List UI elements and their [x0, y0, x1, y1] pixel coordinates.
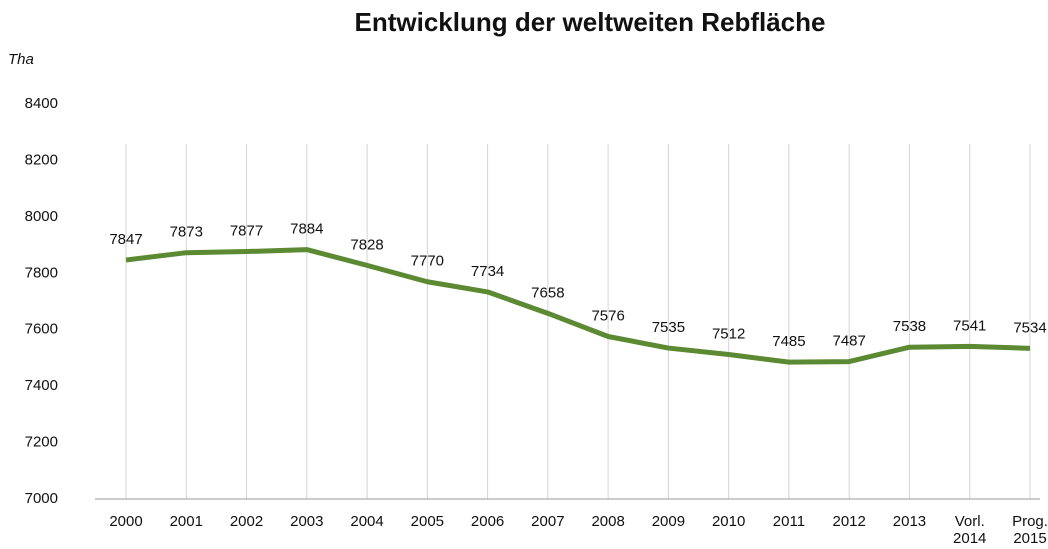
x-tick-label: 2005	[411, 513, 444, 530]
data-label: 7534	[1013, 319, 1046, 336]
y-tick-label: 8400	[25, 95, 58, 112]
y-tick-label: 7400	[25, 377, 58, 394]
x-tick-label-line: 2007	[531, 513, 564, 530]
y-axis-label: Tha	[8, 51, 34, 68]
x-tick-label-line: 2011	[773, 513, 805, 530]
line	[125, 247, 1031, 365]
y-tick-label: 8200	[25, 151, 58, 168]
data-label: 7485	[772, 333, 805, 350]
x-tick-label: 2009	[652, 513, 685, 530]
data-label: 7770	[411, 253, 444, 270]
x-tick-label: 2006	[471, 513, 504, 530]
x-tick-label-line: 2005	[411, 513, 444, 530]
x-tick-label-line: Vorl.	[955, 513, 985, 530]
data-label: 7658	[531, 284, 564, 301]
y-tick-label: 7200	[25, 434, 58, 451]
data-label: 7541	[953, 317, 986, 334]
y-tick-label: 8000	[25, 208, 58, 225]
chart-title: Entwicklung der weltweiten Rebfläche	[355, 7, 826, 37]
x-tick-label: 2003	[290, 513, 323, 530]
x-tick-label: 2002	[230, 513, 263, 530]
x-tick-label: 2012	[833, 513, 866, 530]
data-label: 7487	[833, 333, 866, 350]
x-tick-label-line: 2013	[893, 513, 926, 530]
y-tick-label: 7600	[25, 321, 58, 338]
x-tick-label-line: Prog.	[1012, 513, 1048, 530]
x-tick-label-line: 2000	[109, 513, 142, 530]
x-tick-label: 2004	[350, 513, 383, 530]
data-label: 7847	[109, 231, 142, 248]
x-tick-label-line: 2001	[170, 513, 203, 530]
y-tick-label: 7000	[25, 490, 58, 507]
data-label: 7734	[471, 263, 504, 280]
x-tick-label: 2000	[109, 513, 142, 530]
x-tick-label: Vorl. 2014	[953, 513, 986, 547]
y-tick-label: 7800	[25, 264, 58, 281]
data-label: 7884	[290, 221, 323, 238]
x-tick-label: 2008	[591, 513, 624, 530]
x-tick-label-line: 2010	[712, 513, 745, 530]
x-tick-label-line: 2003	[290, 513, 323, 530]
x-tick-label-line: 2014	[953, 530, 986, 547]
x-tick-label: 2010	[712, 513, 745, 530]
data-label: 7538	[893, 318, 926, 335]
data-label: 7576	[591, 307, 624, 324]
x-tick-label: 2011	[773, 513, 805, 530]
x-tick-label-line: 2002	[230, 513, 263, 530]
data-label: 7873	[170, 224, 203, 241]
data-label: 7828	[350, 236, 383, 253]
x-tick-label-line: 2006	[471, 513, 504, 530]
x-tick-label: Prog. 2015	[1012, 513, 1048, 547]
data-label: 7877	[230, 223, 263, 240]
x-tick-label: 2007	[531, 513, 564, 530]
data-label: 7512	[712, 326, 745, 343]
x-tick-label: 2013	[893, 513, 926, 530]
x-tick-label-line: 2004	[350, 513, 383, 530]
x-tick-label-line: 2012	[833, 513, 866, 530]
x-tick-label-line: 2008	[591, 513, 624, 530]
x-tick-label: 2001	[170, 513, 203, 530]
data-label: 7535	[652, 319, 685, 336]
x-tick-label-line: 2015	[1013, 530, 1046, 547]
x-tick-label-line: 2009	[652, 513, 685, 530]
